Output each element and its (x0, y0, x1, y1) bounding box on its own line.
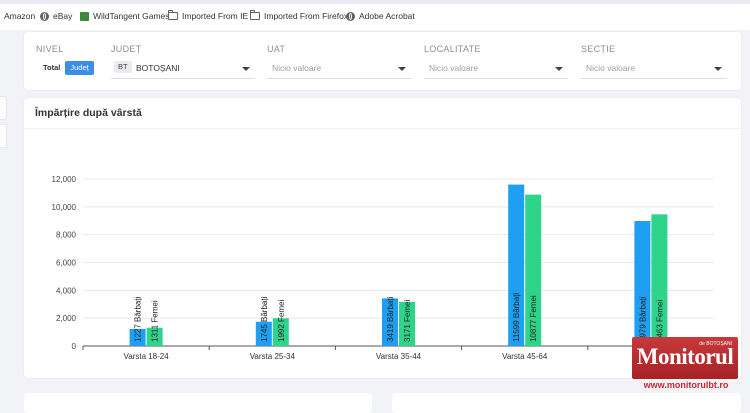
bar-data-label: 10877 Femei (529, 295, 538, 342)
localitate-select[interactable]: Nicio valoare (424, 58, 568, 79)
bookmark-label: Imported From Firefox (264, 11, 349, 21)
wildtangent-icon (80, 11, 89, 21)
bar-data-label: 8979 Bărbați (638, 296, 647, 342)
uat-select[interactable]: Nicio valoare (267, 58, 411, 79)
y-tick-label: 12,000 (52, 175, 77, 184)
localitate-placeholder: Nicio valoare (429, 63, 479, 73)
bar-femei (272, 318, 289, 346)
bar-data-label: 3419 Bărbați (386, 296, 395, 342)
bar-data-label: 1745 Bărbați (260, 296, 269, 342)
bar-barbati (508, 184, 525, 346)
y-tick-label: 0 (72, 342, 77, 351)
nivel-option-judet[interactable]: Județ (65, 61, 94, 75)
bar-data-label: 9463 Femei (655, 300, 664, 342)
nivel-label: NIVEL (36, 44, 64, 54)
bar-barbati (129, 328, 146, 346)
bookmark-amazon[interactable]: Amazon (4, 8, 35, 24)
bar-data-label: 3171 Femei (403, 300, 412, 342)
chevron-down-icon (714, 67, 722, 71)
bookmark-label: Amazon (4, 11, 36, 21)
bookmark-imported-firefox[interactable]: Imported From Firefox (250, 8, 348, 24)
localitate-label: LOCALITATE (424, 44, 481, 54)
y-tick-label: 10,000 (52, 203, 77, 212)
bar-data-label: 11599 Bărbați (512, 293, 521, 342)
bookmark-ebay[interactable]: eBay (40, 8, 72, 24)
bookmark-label: Imported From IE (182, 11, 249, 21)
x-category-label: Varsta 35-44 (376, 352, 422, 361)
judet-select[interactable]: BT BOTOȘANI (111, 58, 255, 79)
nivel-option-total[interactable]: Total (43, 63, 61, 72)
bookmarks-bar: Amazon eBay WildTangent Games Imported F… (0, 0, 750, 30)
globe-icon (40, 11, 49, 21)
sectie-select[interactable]: Nicio valoare (581, 58, 727, 79)
bookmark-label: Adobe Acrobat (359, 11, 415, 21)
bottom-card-left (24, 393, 372, 413)
bar-femei (146, 327, 163, 346)
chevron-down-icon (555, 67, 563, 71)
y-tick-label: 4,000 (56, 286, 77, 295)
bar-barbati (382, 298, 398, 346)
age-bar-chart: 0 2,000 4,000 6,000 8,000 10,000 12,000 1227 Bă… (52, 175, 715, 361)
bookmark-label: eBay (53, 11, 73, 21)
bar-femei (399, 301, 415, 346)
chevron-down-icon (398, 67, 406, 71)
y-tick-label: 8,000 (56, 231, 77, 240)
bottom-card-right (392, 393, 741, 413)
divider (24, 128, 741, 129)
address-bar-edge (0, 0, 750, 4)
uat-label: UAT (267, 44, 286, 54)
judet-label: JUDEȚ (111, 44, 142, 54)
y-tick-label: 6,000 (56, 259, 77, 268)
age-chart-card: Împărțire după vârstă 0 2,000 4,000 6,000 8,… (24, 98, 741, 378)
folder-icon (168, 10, 178, 20)
bar-femei (525, 194, 542, 346)
chart-title: Împărțire după vârstă (35, 107, 142, 119)
folder-icon (250, 10, 260, 20)
side-panel-tab[interactable] (0, 124, 7, 148)
sectie-label: SECȚIE (581, 44, 616, 54)
logo-title: Monitorul (636, 344, 734, 369)
y-tick-label: 2,000 (56, 314, 77, 323)
nivel-toggle: Total Județ (38, 60, 94, 76)
judet-value: BOTOȘANI (136, 63, 180, 73)
judet-code-tag: BT (114, 61, 132, 73)
uat-placeholder: Nicio valoare (272, 63, 322, 73)
bookmark-wildtangent[interactable]: WildTangent Games (80, 8, 170, 24)
watermark-url: www.monitorulbt.ro (643, 380, 729, 390)
bar-data-label: 1311 Femei (151, 300, 160, 342)
bar-barbati (634, 221, 651, 346)
bar-femei (651, 214, 668, 346)
bookmark-adobe-acrobat[interactable]: Adobe Acrobat (346, 8, 415, 24)
x-category-label: Varsta 25-34 (250, 352, 296, 361)
bookmark-label: WildTangent Games (93, 11, 170, 21)
bar-data-label: 1992 Femei (277, 300, 286, 342)
bar-data-label: 1227 Bărbați (134, 296, 143, 342)
x-category-label: Varsta 45-64 (502, 352, 548, 361)
bar-barbati (255, 321, 272, 346)
globe-icon (346, 11, 355, 21)
monitorul-logo: de BOTOȘANI Monitorul (632, 337, 738, 379)
sectie-placeholder: Nicio valoare (586, 63, 636, 73)
logo-subtitle: de BOTOȘANI (699, 341, 732, 347)
chevron-down-icon (242, 67, 250, 71)
filter-panel: NIVEL Total Județ JUDEȚ BT BOTOȘANI UAT … (24, 32, 741, 90)
x-category-label: Varsta 18-24 (123, 352, 169, 361)
bookmark-imported-ie[interactable]: Imported From IE (168, 8, 248, 24)
side-panel-tab[interactable] (0, 96, 7, 120)
